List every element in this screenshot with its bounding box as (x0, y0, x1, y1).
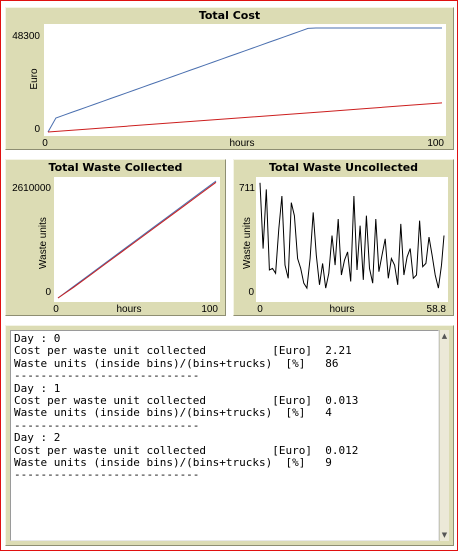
total-waste-uncollected-chart: 711 0 Waste units 0 hours 58.8 (239, 177, 448, 315)
x-min-label: 0 (257, 304, 263, 315)
output-text: Day : 0 Cost per waste unit collected [E… (14, 332, 359, 482)
scroll-up-arrow-icon[interactable]: ▲ (441, 332, 448, 340)
total-waste-collected-chart: 2610000 0 Waste units 0 hours 100 (12, 177, 220, 315)
series-line-1 (47, 27, 442, 133)
x-max-label: 100 (201, 304, 218, 315)
total-cost-title: Total Cost (198, 9, 261, 22)
vertical-scrollbar[interactable]: ▲ ▼ (439, 330, 449, 541)
scroll-down-arrow-icon[interactable]: ▼ (441, 531, 448, 539)
y-min-label: 0 (34, 124, 40, 135)
x-min-label: 0 (42, 138, 48, 149)
output-panel: Day : 0 Cost per waste unit collected [E… (5, 325, 454, 546)
y-axis-label: Euro (29, 68, 40, 90)
series-line-2 (47, 102, 443, 133)
total-cost-chart: 48300 0 Euro 0 hours 100 (12, 24, 446, 149)
x-min-label: 0 (53, 304, 59, 315)
x-max-label: 58.8 (427, 304, 447, 315)
series-line-1 (57, 180, 217, 299)
total-waste-collected-title: Total Waste Collected (48, 161, 183, 174)
total-waste-uncollected-plot[interactable]: Total Waste Uncollected 711 0 Waste unit… (233, 159, 454, 316)
y-axis-label: Waste units (242, 217, 253, 269)
output-text-area[interactable]: Day : 0 Cost per waste unit collected [E… (10, 330, 439, 541)
y-axis-label: Waste units (38, 217, 49, 269)
total-waste-collected-plot[interactable]: Total Waste Collected 2610000 0 Waste un… (5, 159, 226, 316)
series-line-1 (259, 182, 445, 290)
plot-area (44, 24, 446, 136)
y-max-label: 711 (239, 183, 255, 194)
y-max-label: 2610000 (12, 183, 51, 194)
x-axis-label: hours (329, 304, 354, 315)
x-axis-label: hours (116, 304, 141, 315)
x-axis-label: hours (229, 138, 254, 149)
total-waste-uncollected-title: Total Waste Uncollected (268, 161, 419, 174)
y-min-label: 0 (248, 287, 254, 298)
series-line-2 (57, 181, 217, 299)
x-max-label: 100 (427, 138, 444, 149)
y-min-label: 0 (45, 287, 51, 298)
y-max-label: 48300 (12, 31, 40, 42)
total-cost-plot[interactable]: Total Cost 48300 0 Euro 0 hours 100 (5, 7, 454, 150)
